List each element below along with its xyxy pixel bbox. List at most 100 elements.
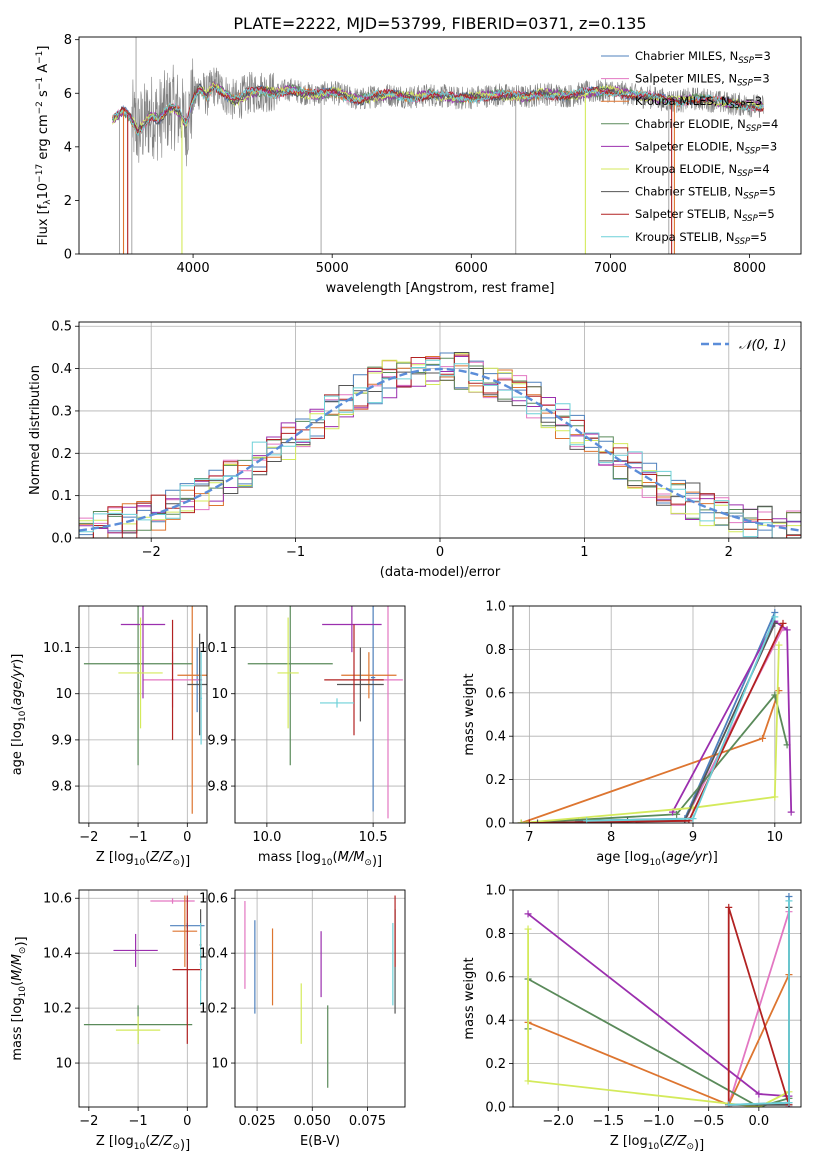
errorbar-point-chabrier-elodie	[83, 606, 193, 766]
y-axis-label: age [log10(age/yr)]	[10, 654, 28, 776]
weight-marker	[725, 1101, 733, 1107]
errorbar-point-chabrier-elodie	[247, 606, 333, 766]
legend-label-tail: =3	[754, 49, 771, 63]
y-tick-label: 10	[55, 687, 72, 702]
label-subscript: 10	[321, 858, 333, 868]
label-part: (	[145, 850, 150, 865]
legend-label: 𝒩(0, 1)	[739, 338, 786, 353]
legend-label-main: Kroupa STELIB, N	[635, 230, 735, 244]
weight-marker	[755, 1090, 763, 1098]
x-axis-label: Z [log10(Z/Z⊙)]	[96, 1134, 190, 1153]
legend-label-subscript: SSP	[746, 124, 762, 134]
weight-marker	[775, 641, 783, 649]
weight-marker	[759, 734, 767, 742]
label-part: /	[689, 850, 696, 865]
plot-area	[112, 37, 764, 254]
x-tick-label: 6000	[455, 261, 488, 276]
errorbar-point-kroupa-elodie	[115, 1016, 161, 1044]
label-part: −2	[35, 101, 45, 114]
errorbar-point-kroupa-stelib	[199, 922, 202, 1006]
label-subscript: 10	[649, 858, 661, 868]
plot-area	[83, 606, 207, 814]
plot-area	[247, 606, 403, 819]
x-axis-label: (data-model)/error	[380, 565, 501, 580]
weight-line-kroupa-elodie	[527, 929, 790, 1107]
legend-label-subscript: SSP	[730, 101, 746, 111]
label-part: )]	[180, 1138, 190, 1153]
axes-frame	[234, 605, 406, 824]
label-subscript: 10	[648, 1142, 660, 1152]
y-tick-label: 0.2	[485, 1057, 506, 1072]
x-axis-label: Z [log10(Z/Z⊙)]	[610, 1134, 704, 1153]
errorbar-point-kroupa-stelib	[320, 698, 354, 708]
y-tick-label: 1.0	[485, 600, 506, 615]
y-tick-label: 10.2	[199, 1002, 228, 1017]
weight-marker	[725, 903, 733, 911]
x-tick-label: 0.0	[749, 1114, 770, 1129]
plot-area	[524, 893, 793, 1107]
y-tick-label: 9.8	[207, 780, 228, 795]
errorbar-point-kroupa-stelib	[200, 652, 203, 745]
weight-marker	[689, 815, 697, 823]
label-part: )]	[14, 936, 29, 946]
legend-label-subscript: SSP	[737, 79, 753, 89]
x-tick-label: −1	[128, 1114, 147, 1129]
label-part: /	[158, 850, 165, 865]
legend-label-subscript: SSP	[742, 214, 758, 224]
plot-area	[517, 609, 795, 823]
errorbar-point-chabrier-miles	[371, 606, 376, 812]
legend-label-tail: =4	[753, 162, 770, 176]
label-subscript: ⊙	[18, 947, 28, 955]
legend-label: Kroupa MILES, NSSP=3	[635, 94, 762, 111]
label-part: age	[10, 681, 25, 705]
panel-residuals: −2 −1 0 1 2 0.0 0.1 0.2 0.3 0.4 0.5 (data-model)/er…	[28, 320, 802, 580]
y-tick-label: 0.5	[51, 320, 72, 335]
legend-label: Salpeter STELIB, NSSP=5	[635, 207, 775, 224]
label-part: (	[145, 1134, 150, 1149]
label-subscript: ⊙	[686, 1142, 694, 1152]
y-tick-label: 10.2	[43, 1002, 72, 1017]
y-axis-label: Flux [fλ10−17 erg cm−2 s−1 A−1]	[35, 46, 53, 246]
y-tick-label: 0.3	[51, 404, 72, 419]
y-tick-label: 0.4	[485, 1014, 506, 1029]
legend-label: Chabrier MILES, NSSP=3	[635, 49, 771, 66]
y-tick-label: 0	[64, 248, 72, 263]
y-tick-label: 9.9	[51, 733, 72, 748]
label-part: age [log	[10, 722, 25, 775]
x-tick-label: 1	[580, 545, 588, 560]
x-tick-label: 0	[183, 1114, 191, 1129]
errorbar-point-kroupa-miles	[172, 895, 198, 967]
x-tick-label: −1	[128, 830, 147, 845]
model-spectrum-kroupa-stelib	[112, 86, 764, 137]
y-tick-label: 10.1	[199, 641, 228, 656]
x-tick-label: −1.0	[643, 1114, 675, 1129]
axes-frame	[78, 889, 208, 1108]
legend-label-tail: =4	[761, 117, 778, 131]
y-tick-label: 1.0	[485, 884, 506, 899]
y-tick-label: 0.6	[485, 686, 506, 701]
label-part: Z	[163, 1134, 174, 1149]
y-tick-label: 9.8	[51, 780, 72, 795]
label-part: Z	[677, 1134, 688, 1149]
y-axis-label: Normed distribution	[28, 365, 43, 495]
label-part: Z	[663, 1134, 674, 1149]
label-part: (	[661, 850, 666, 865]
label-part: age	[666, 850, 690, 865]
histogram-kroupa-stelib	[79, 359, 801, 538]
y-axis-label: mass weight	[462, 957, 477, 1039]
y-axis-label: mass weight	[462, 673, 477, 755]
x-tick-label: 0.075	[349, 1114, 386, 1129]
label-subscript: 10	[18, 986, 28, 998]
label-part: )]	[372, 854, 382, 869]
errorbar-point-kroupa-miles	[341, 652, 397, 699]
legend-label: Kroupa ELODIE, NSSP=4	[635, 162, 770, 179]
x-tick-label: 0	[436, 545, 444, 560]
weight-marker	[787, 808, 795, 816]
label-part: Flux [f	[36, 204, 51, 245]
label-part: yr	[694, 850, 710, 865]
x-tick-label: −1.5	[593, 1114, 625, 1129]
